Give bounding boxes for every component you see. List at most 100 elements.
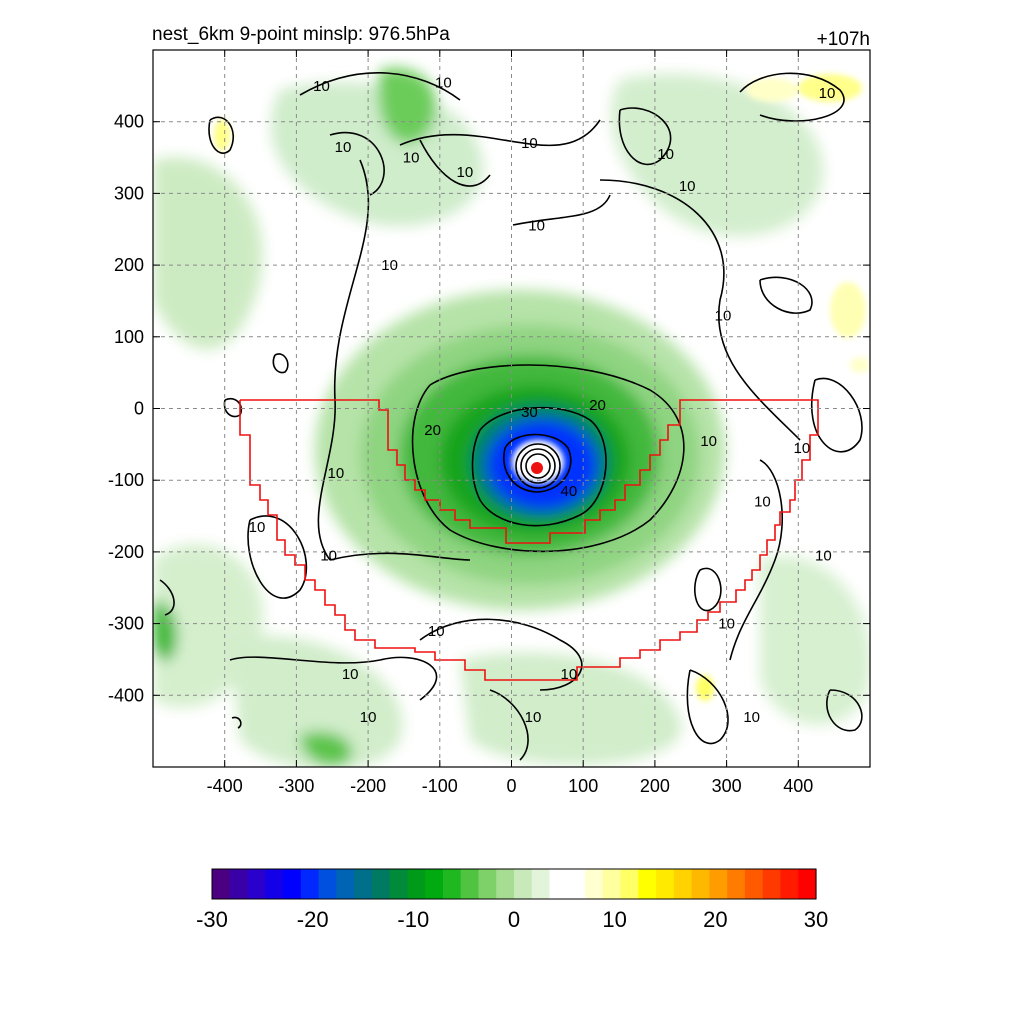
contour-line — [826, 689, 863, 732]
colorbar-swatch — [691, 869, 711, 899]
colorbar-tick-label: -20 — [297, 907, 329, 932]
field-patch-positive — [214, 119, 230, 151]
contour-label: 10 — [327, 465, 344, 482]
contour-label: 10 — [435, 74, 452, 91]
x-tick-label: -400 — [207, 776, 243, 796]
contour-labels: 10 10 10 10 10 10 10 10 10 10 10 10 10 10 10 10 10 10 10 10… — [249, 74, 836, 726]
field-patch — [300, 731, 352, 766]
colorbar-swatch — [318, 869, 337, 899]
x-axis: -400 -300 -200 -100 0 100 200 300 400 — [207, 50, 813, 796]
colorbar-swatch — [567, 869, 586, 899]
y-tick-label: 300 — [114, 183, 144, 203]
colorbar-swatch — [425, 869, 444, 899]
colorbar-swatch — [478, 869, 497, 899]
colorbar-swatch — [602, 869, 622, 899]
contour-line — [618, 107, 672, 166]
contour-label: 10 — [381, 257, 398, 274]
forecast-hour-label: +107h — [817, 29, 870, 50]
colorbar-swatch — [585, 869, 604, 899]
colorbar-swatch — [407, 869, 426, 899]
contour-line — [329, 552, 471, 561]
colorbar-swatch — [798, 869, 817, 899]
contour-label: 10 — [815, 547, 832, 564]
x-tick-label: 300 — [712, 776, 742, 796]
field-patch — [230, 636, 403, 767]
colorbar-swatch — [673, 869, 693, 899]
colorbar-tick-label: -30 — [196, 907, 228, 932]
contour-label: 10 — [819, 85, 836, 102]
field-patch-positive — [850, 357, 870, 373]
colorbar-swatch — [283, 869, 302, 899]
field-patch — [153, 600, 178, 661]
x-tick-label: -300 — [278, 776, 314, 796]
contour-label: 10 — [342, 666, 359, 683]
chart-title: nest_6km 9-point minslp: 976.5hPa — [152, 24, 450, 45]
field-patch-positive — [830, 282, 866, 338]
contour-line — [231, 716, 242, 729]
contour-label: 10 — [700, 433, 717, 450]
colorbar-tick-label: 30 — [804, 907, 828, 932]
colorbar-swatch — [549, 869, 568, 899]
contour-label: 40 — [561, 483, 578, 500]
y-tick-label: -100 — [108, 470, 144, 490]
field-patch-positive — [798, 74, 862, 102]
contour-line — [247, 515, 308, 599]
contour-line — [759, 276, 813, 314]
colorbar-swatch — [442, 869, 462, 899]
contour-40 — [503, 433, 572, 493]
colorbar-swatch — [389, 869, 409, 899]
contour-line — [399, 119, 601, 147]
colorbar-swatch — [460, 869, 480, 899]
field-patch-positive — [746, 78, 798, 102]
contour-line — [159, 579, 175, 616]
colorbar-swatch — [496, 869, 515, 899]
colorbar-tick-label: 10 — [602, 907, 626, 932]
y-tick-label: 200 — [114, 255, 144, 275]
colorbar-swatch — [212, 869, 231, 899]
contour-label: 20 — [424, 422, 441, 439]
storm-eye — [512, 440, 564, 484]
colorbar-swatch — [371, 869, 391, 899]
contour-label: 10 — [561, 666, 578, 683]
contour-label: 10 — [743, 709, 760, 726]
contour-label: 10 — [521, 135, 538, 152]
colorbar-swatch — [656, 869, 675, 899]
contour-inner — [520, 448, 556, 484]
contour-line — [208, 116, 235, 154]
x-tick-label: -200 — [350, 776, 386, 796]
colorbar-tick-label: -10 — [397, 907, 429, 932]
contour-label: 10 — [528, 218, 545, 235]
contour-line — [272, 353, 289, 374]
contour-line — [686, 669, 729, 745]
x-tick-label: 200 — [640, 776, 670, 796]
x-tick-label: 0 — [506, 776, 516, 796]
colorbar-swatch — [638, 869, 657, 899]
contour-lines — [159, 72, 863, 761]
contour-line — [229, 656, 438, 701]
contour-line — [729, 459, 783, 661]
colorbar-tick-label: 0 — [508, 907, 520, 932]
field-patch — [611, 73, 824, 237]
contour-label: 10 — [525, 709, 542, 726]
colorbar-swatches — [212, 869, 817, 899]
contour-label: 10 — [794, 440, 811, 457]
y-tick-label: 0 — [134, 399, 144, 419]
contour-line — [317, 159, 370, 561]
contour-line — [299, 72, 461, 101]
storm-center-marker — [531, 462, 543, 474]
contour-label: 10 — [335, 139, 352, 156]
colorbar-swatch — [727, 869, 746, 899]
colorbar-swatch — [354, 869, 373, 899]
contour-label: 30 — [521, 404, 538, 421]
colorbar-swatch — [247, 869, 266, 899]
y-tick-label: -300 — [108, 614, 144, 634]
shaded-field: 10 10 10 10 10 10 10 10 10 10 10 10 10 10 10 10 10 10 10 10… — [153, 50, 870, 767]
colorbar-swatch — [780, 869, 799, 899]
colorbar-swatch — [300, 869, 320, 899]
colorbar-frame — [211, 868, 817, 900]
y-tick-label: 400 — [114, 112, 144, 132]
contour-label: 10 — [715, 307, 732, 324]
y-axis: 400 300 200 100 0 -100 -200 -300 -400 — [108, 112, 870, 705]
contour-label: 10 — [403, 150, 420, 167]
contour-line — [810, 377, 863, 453]
